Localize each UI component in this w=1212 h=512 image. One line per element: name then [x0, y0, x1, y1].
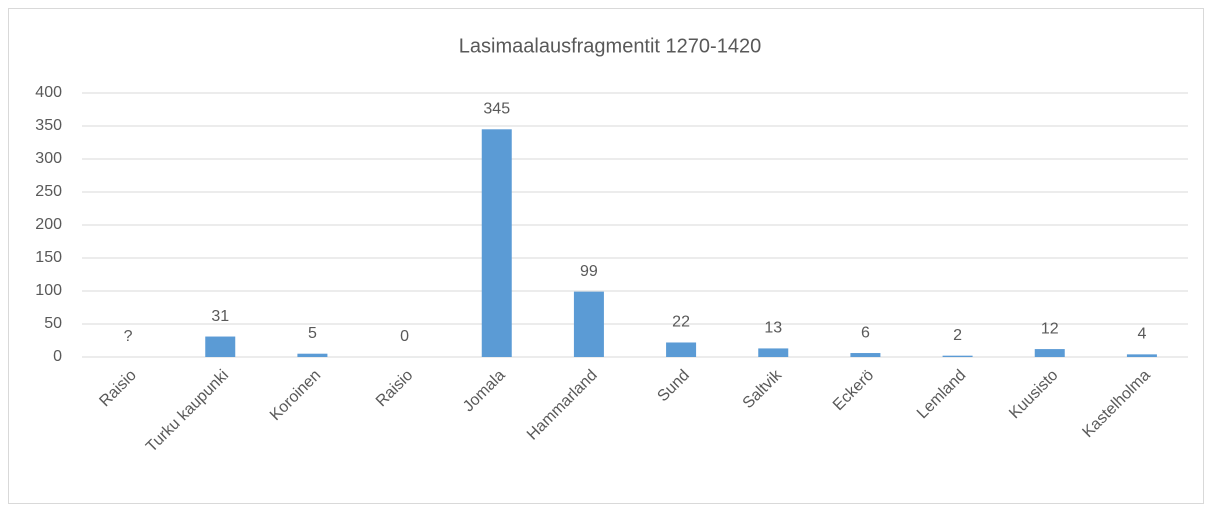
data-label: 5	[308, 325, 317, 342]
y-tick-label: 0	[53, 348, 62, 365]
bar	[850, 353, 881, 357]
y-tick-label: 200	[35, 216, 62, 233]
data-label: 99	[580, 263, 598, 280]
data-label: 12	[1041, 320, 1059, 337]
bar	[666, 342, 697, 357]
y-tick-label: 300	[35, 150, 62, 167]
y-tick-label: 100	[35, 282, 62, 299]
bar	[758, 348, 789, 357]
chart-title: Lasimaalausfragmentit 1270-1420	[459, 35, 761, 57]
data-label: 2	[953, 327, 962, 344]
bar	[481, 129, 512, 357]
chart-border	[8, 8, 1204, 504]
bar	[573, 291, 604, 357]
data-label: ?	[124, 328, 133, 345]
data-label: 345	[483, 101, 510, 118]
data-label: 6	[861, 324, 870, 341]
bar	[1126, 354, 1157, 357]
y-tick-label: 350	[35, 117, 62, 134]
data-label: 4	[1137, 326, 1146, 343]
bar	[205, 336, 236, 357]
bar	[942, 355, 973, 357]
y-tick-label: 150	[35, 249, 62, 266]
data-label: 22	[672, 314, 690, 331]
data-label: 13	[764, 320, 782, 337]
y-tick-label: 50	[44, 315, 62, 332]
bar	[1034, 349, 1065, 357]
data-label: 0	[400, 328, 409, 345]
bar	[297, 353, 328, 357]
y-tick-label: 400	[35, 84, 62, 101]
data-label: 31	[211, 308, 229, 325]
y-tick-label: 250	[35, 183, 62, 200]
